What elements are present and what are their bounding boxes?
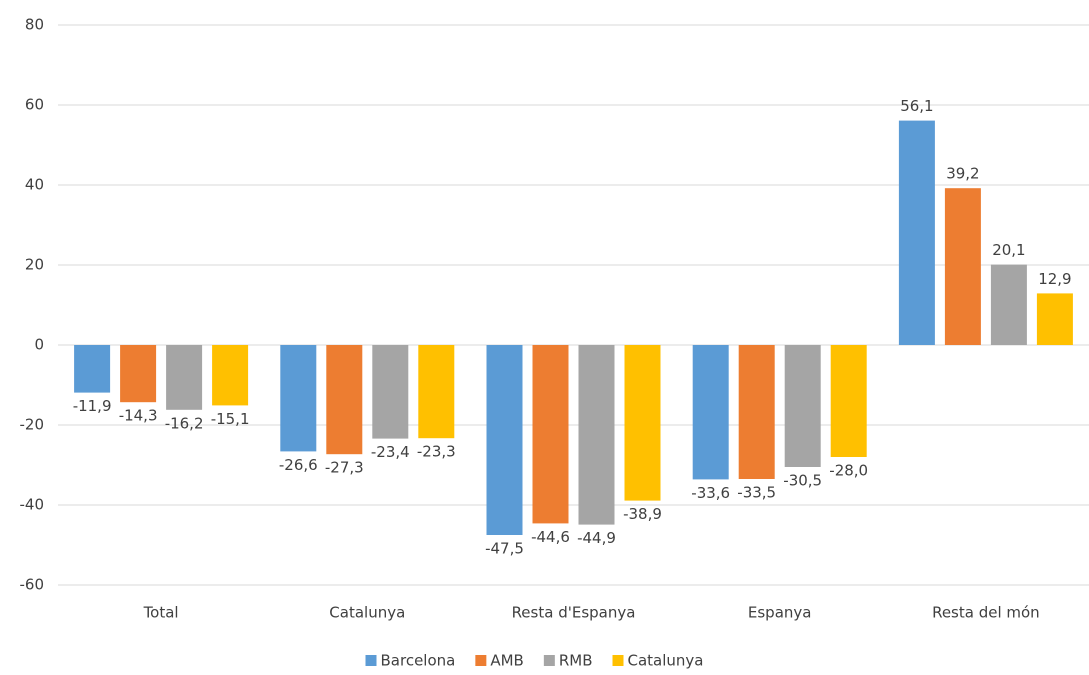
legend-label: AMB [490,652,524,670]
bar [418,345,455,439]
y-tick-label: 20 [25,256,44,274]
bar [74,345,111,393]
bar [624,345,661,501]
legend-label: Barcelona [381,652,456,670]
data-label: -16,2 [165,414,204,432]
data-label: -11,9 [73,397,112,415]
data-label: -15,1 [211,410,250,428]
y-tick-label: -60 [20,576,45,594]
bar [1036,293,1073,345]
bar [212,345,249,406]
data-label: -33,5 [737,484,776,502]
data-label: -44,6 [531,528,570,546]
bar [578,345,615,525]
data-label: -23,3 [417,443,456,461]
data-label: -38,9 [623,505,662,523]
legend-swatch [365,655,377,666]
bar [990,264,1027,345]
y-tick-label: 60 [25,96,44,114]
y-tick-label: -20 [20,416,45,434]
data-label: 12,9 [1038,270,1071,288]
bar [784,345,821,467]
data-label: -44,9 [577,529,616,547]
x-tick-label: Resta del món [932,604,1040,622]
legend-swatch [475,655,487,666]
y-tick-label: 80 [25,16,44,34]
bar [280,345,317,452]
legend-swatch [612,655,624,666]
x-tick-label: Catalunya [329,604,405,622]
bar [486,345,523,535]
x-tick-label: Resta d'Espanya [512,604,636,622]
data-label: -26,6 [279,456,318,474]
x-tick-label: Espanya [748,604,812,622]
legend-swatch [543,655,555,666]
data-label: -27,3 [325,459,364,477]
bar [326,345,363,455]
data-label: 20,1 [992,241,1025,259]
data-label: 39,2 [946,165,979,183]
data-label: -23,4 [371,443,410,461]
data-label: -28,0 [829,462,868,480]
data-label: -14,3 [119,407,158,425]
bar [738,345,775,479]
bar [830,345,867,457]
data-label: 56,1 [900,97,933,115]
bar [692,345,729,480]
bar [944,188,981,345]
legend-label: RMB [559,652,593,670]
bar [166,345,203,410]
bar [372,345,409,439]
y-tick-label: -40 [20,496,45,514]
data-label: -30,5 [783,472,822,490]
bar [120,345,157,403]
data-label: -47,5 [485,540,524,558]
x-tick-label: Total [143,604,179,622]
bar [532,345,569,524]
bar [898,120,935,345]
y-tick-label: 0 [34,336,44,354]
data-label: -33,6 [691,484,730,502]
y-tick-label: 40 [25,176,44,194]
legend-label: Catalunya [628,652,704,670]
